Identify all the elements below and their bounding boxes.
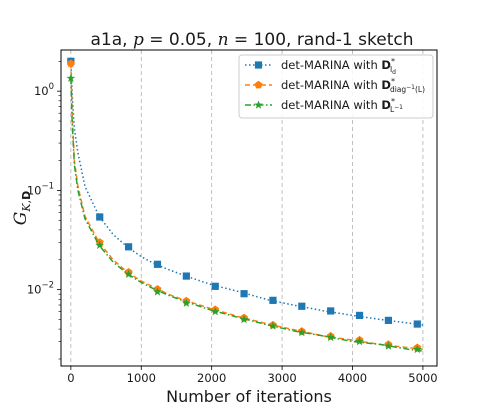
y-tick-base: 10 bbox=[27, 183, 42, 197]
y-tick-exponent: 0 bbox=[49, 82, 54, 92]
legend-label-tail: (L) bbox=[415, 85, 425, 94]
series-1-point bbox=[384, 316, 393, 324]
legend-box bbox=[238, 54, 434, 119]
title-p-symbol: p bbox=[133, 30, 144, 50]
y-tick-label: 10−1 bbox=[27, 181, 54, 197]
legend-label-D: D bbox=[381, 78, 391, 92]
series-2-point bbox=[66, 59, 75, 67]
series-1-point bbox=[240, 290, 248, 298]
title-n-symbol: n bbox=[218, 30, 229, 50]
x-tick-label-2000: 2000 bbox=[197, 371, 226, 385]
series-1-point bbox=[96, 213, 104, 221]
legend-label-text: det-MARINA with bbox=[281, 98, 381, 112]
series-1 bbox=[67, 57, 424, 328]
series-3 bbox=[66, 73, 424, 354]
legend-label-text: det-MARINA with bbox=[281, 78, 381, 92]
series-3-point bbox=[239, 314, 249, 324]
series-1-point bbox=[269, 296, 277, 304]
series-1-point bbox=[153, 260, 162, 268]
legend-marker bbox=[254, 80, 263, 89]
series-3-point bbox=[95, 240, 105, 249]
series-2-line bbox=[70, 63, 424, 351]
x-tick-label-3000: 3000 bbox=[267, 371, 296, 385]
legend-label: det-MARINA with D* Id bbox=[281, 57, 396, 76]
legend-entry-3: det-MARINA with D* L−1 bbox=[245, 97, 403, 114]
y-label-D: D bbox=[20, 191, 33, 200]
title-dataset: a1a, bbox=[90, 30, 132, 50]
series-3-point bbox=[412, 344, 422, 354]
series-3-point bbox=[210, 307, 220, 316]
y-tick-base: 10 bbox=[34, 84, 49, 98]
series-3-point bbox=[66, 73, 76, 82]
legend-label: det-MARINA with D* diag−1(L) bbox=[281, 77, 425, 94]
series-3-point bbox=[268, 321, 278, 330]
series-1-point bbox=[413, 320, 421, 328]
series-1-point bbox=[355, 311, 364, 320]
x-tick-label-1000: 1000 bbox=[127, 371, 156, 385]
x-ticks: 0 1000 2000 3000 4000 5000 bbox=[67, 366, 438, 385]
legend-label-star: * bbox=[391, 57, 395, 66]
series-3-point bbox=[181, 298, 191, 307]
legend-marker bbox=[254, 61, 263, 69]
series-3-point bbox=[124, 269, 133, 278]
legend-entry-2: det-MARINA with D* diag−1(L) bbox=[245, 77, 425, 94]
series-3-point bbox=[384, 341, 393, 350]
legend-marker bbox=[254, 100, 263, 109]
series-layer bbox=[66, 57, 424, 354]
series-1-point bbox=[182, 272, 190, 280]
axes-frame bbox=[60, 49, 438, 367]
y-label-K: K bbox=[20, 203, 33, 213]
chart-title: a1a, p = 0.05, n = 100, rand-1 sketch bbox=[90, 30, 413, 50]
series-1-point bbox=[327, 307, 335, 315]
legend-label-superscript: −1 bbox=[406, 84, 415, 91]
legend-label-subscript2: d bbox=[392, 69, 396, 76]
y-label-comma: , bbox=[20, 200, 33, 204]
legend-label-subscript: diag bbox=[390, 85, 406, 94]
y-tick-base: 10 bbox=[27, 283, 42, 297]
x-tick-label-5000: 5000 bbox=[408, 371, 437, 385]
x-tick-label-0: 0 bbox=[67, 371, 74, 385]
title-p-value: = 0.05, bbox=[144, 30, 218, 50]
y-tick-label: 10−2 bbox=[27, 281, 54, 297]
series-3-point bbox=[355, 336, 364, 346]
legend-label-star: * bbox=[391, 97, 395, 106]
legend-label-D: D bbox=[381, 98, 391, 112]
series-3-point bbox=[326, 332, 336, 342]
legend-label: det-MARINA with D* L−1 bbox=[281, 97, 403, 114]
series-1-point bbox=[211, 282, 219, 290]
series-3-line bbox=[70, 78, 424, 352]
x-axis-label: Number of iterations bbox=[166, 387, 332, 406]
legend-entry-1: det-MARINA with D* Id bbox=[245, 57, 396, 76]
series-1-line bbox=[70, 61, 424, 326]
series-3-point bbox=[297, 327, 307, 337]
legend-label-subscript: L bbox=[390, 105, 395, 114]
svg-text:GK,D: GK,D bbox=[11, 191, 33, 225]
legend-label-star: * bbox=[391, 77, 395, 86]
y-axis-label: GK,D bbox=[11, 191, 33, 225]
y-label-G: G bbox=[11, 212, 31, 226]
legend-label-subscript: I bbox=[390, 65, 392, 74]
series-1-point bbox=[124, 243, 133, 251]
series-3-point bbox=[153, 287, 162, 296]
y-tick-exponent: −2 bbox=[41, 281, 54, 291]
y-tick-label: 100 bbox=[34, 82, 54, 98]
legend-label-superscript: −1 bbox=[394, 104, 403, 111]
y-tick-exponent: −1 bbox=[41, 181, 54, 191]
legend-label-D: D bbox=[381, 58, 391, 72]
series-1-point bbox=[298, 302, 306, 310]
x-tick-label-4000: 4000 bbox=[338, 371, 367, 385]
legend-label-text: det-MARINA with bbox=[281, 58, 381, 72]
title-n-value: = 100, rand-1 sketch bbox=[229, 30, 414, 50]
